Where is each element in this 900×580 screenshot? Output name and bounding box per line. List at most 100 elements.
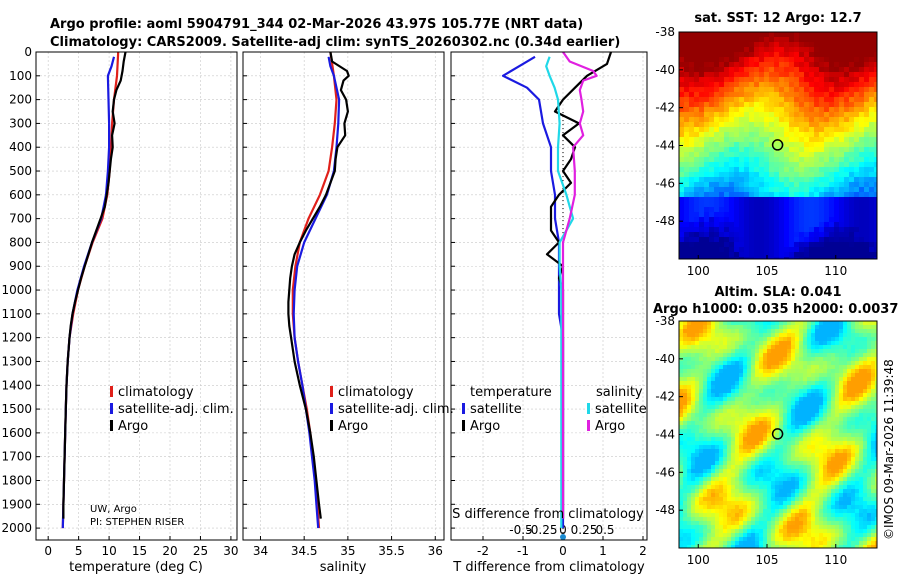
- float-position-marker: [771, 428, 784, 440]
- map-cell: [871, 365, 876, 370]
- series-line-satellite-adj-clim-: [61, 56, 116, 529]
- y-tick-label: 1300: [1, 354, 32, 368]
- map-cell: [799, 449, 804, 454]
- map-cell: [783, 449, 788, 454]
- map-cell: [819, 341, 824, 346]
- map-cell: [874, 242, 877, 248]
- map-cell: [714, 202, 720, 208]
- map-cell: [754, 137, 760, 143]
- map-cell: [811, 521, 816, 526]
- map-cell: [823, 537, 828, 542]
- map-cell: [775, 325, 780, 330]
- map-cell: [683, 497, 688, 502]
- map-cell: [714, 77, 720, 83]
- map-cell: [723, 397, 728, 402]
- map-cell: [695, 493, 700, 498]
- map-cell: [719, 87, 725, 93]
- temperature-xlabel: temperature (deg C): [69, 560, 203, 575]
- map-cell: [774, 37, 780, 43]
- map-cell: [694, 202, 700, 208]
- map-cell: [824, 207, 830, 213]
- map-cell: [699, 67, 705, 73]
- map-cell: [803, 485, 808, 490]
- map-cell: [844, 202, 850, 208]
- map-cell: [703, 521, 708, 526]
- map-cell: [851, 453, 856, 458]
- map-cell: [831, 345, 836, 350]
- map-cell: [683, 461, 688, 466]
- map-cell: [847, 469, 852, 474]
- map-cell: [727, 441, 732, 446]
- map-cell: [814, 42, 820, 48]
- map-cell: [823, 433, 828, 438]
- map-cell: [695, 437, 700, 442]
- map-cell: [815, 497, 820, 502]
- map-cell: [783, 529, 788, 534]
- map-cell: [784, 82, 790, 88]
- legend-swatch-argo: [110, 420, 113, 431]
- map-cell: [859, 509, 864, 514]
- map-cell: [754, 97, 760, 103]
- map-cell: [795, 341, 800, 346]
- map-cell: [723, 329, 728, 334]
- map-cell: [804, 87, 810, 93]
- map-cell: [871, 409, 876, 414]
- map-cell: [711, 337, 716, 342]
- map-cell: [803, 321, 808, 326]
- map-cell: [694, 132, 700, 138]
- map-cell: [803, 501, 808, 506]
- map-cell: [735, 453, 740, 458]
- map-cell: [863, 449, 868, 454]
- map-cell: [804, 217, 810, 223]
- map-cell: [764, 172, 770, 178]
- map-cell: [819, 207, 825, 213]
- map-cell: [819, 77, 825, 83]
- map-cell: [759, 37, 765, 43]
- map-cell: [687, 373, 692, 378]
- map-cell: [815, 489, 820, 494]
- map-cell: [699, 493, 704, 498]
- map-cell: [719, 433, 724, 438]
- map-cell: [714, 112, 720, 118]
- map-cell: [811, 357, 816, 362]
- map-cell: [819, 127, 825, 133]
- map-cell: [719, 369, 724, 374]
- map-cell: [834, 157, 840, 163]
- map-cell: [834, 222, 840, 228]
- map-cell: [847, 461, 852, 466]
- map-cell: [824, 222, 830, 228]
- map-cell: [854, 32, 860, 38]
- map-cell: [851, 493, 856, 498]
- map-cell: [703, 541, 708, 546]
- map-cell: [864, 72, 870, 78]
- map-cell: [851, 333, 856, 338]
- map-cell: [703, 417, 708, 422]
- map-cell: [859, 389, 864, 394]
- map-cell: [715, 393, 720, 398]
- map-cell: [694, 52, 700, 58]
- map-cell: [731, 461, 736, 466]
- map-cell: [679, 62, 685, 68]
- map-cell: [831, 525, 836, 530]
- map-cell: [687, 509, 692, 514]
- map-cell: [739, 421, 744, 426]
- map-cell: [859, 72, 865, 78]
- map-cell: [851, 401, 856, 406]
- map-cell: [815, 521, 820, 526]
- map-cell: [819, 389, 824, 394]
- map-cell: [769, 242, 775, 248]
- map-cell: [791, 453, 796, 458]
- map-cell: [839, 257, 845, 259]
- map-cell: [771, 401, 776, 406]
- legend-title-salinity: salinity: [596, 385, 643, 400]
- map-cell: [854, 172, 860, 178]
- map-cell: [851, 517, 856, 522]
- map-cell: [771, 537, 776, 542]
- map-cell: [691, 401, 696, 406]
- map-cell: [839, 232, 845, 238]
- map-cell: [767, 485, 772, 490]
- map-cell: [727, 361, 732, 366]
- map-cell: [774, 42, 780, 48]
- map-cell: [764, 112, 770, 118]
- map-cell: [739, 117, 745, 123]
